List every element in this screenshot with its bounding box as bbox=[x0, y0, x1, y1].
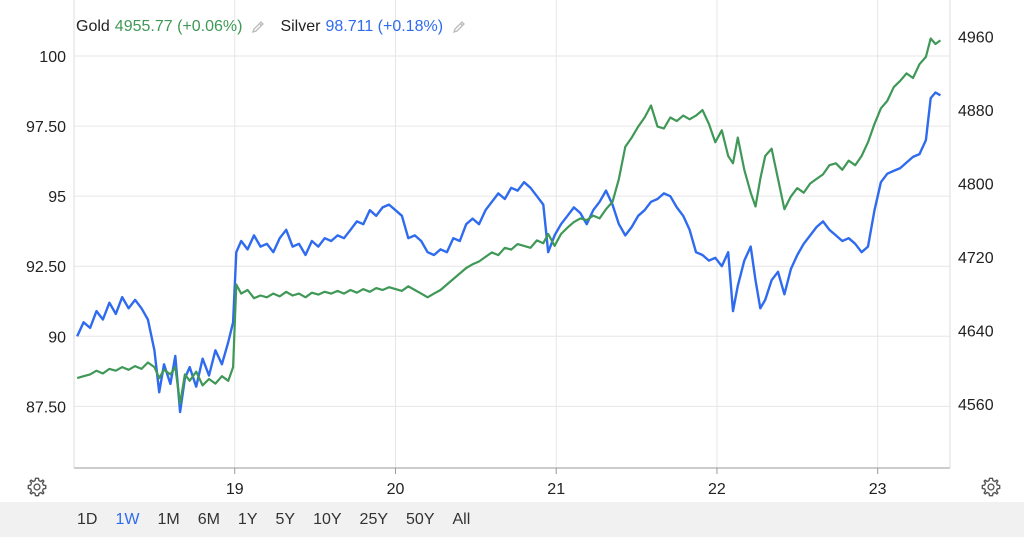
legend-item-gold[interactable]: Gold 4955.77 (+0.06%) bbox=[76, 18, 266, 36]
pencil-icon[interactable] bbox=[250, 19, 266, 35]
pencil-icon[interactable] bbox=[451, 19, 467, 35]
y-left-tick-label: 87.50 bbox=[26, 399, 66, 416]
legend-item-silver[interactable]: Silver 98.711 (+0.18%) bbox=[280, 18, 467, 36]
x-tick-label: 20 bbox=[387, 481, 405, 498]
range-button-5y[interactable]: 5Y bbox=[275, 509, 297, 531]
range-button-50y[interactable]: 50Y bbox=[405, 509, 435, 531]
y-left-tick-label: 100 bbox=[39, 49, 66, 66]
y-right-tick-label: 4560 bbox=[958, 397, 994, 414]
range-button-25y[interactable]: 25Y bbox=[359, 509, 389, 531]
series-lines bbox=[76, 37, 942, 414]
x-tick-label: 21 bbox=[547, 481, 565, 498]
range-button-1m[interactable]: 1M bbox=[156, 509, 180, 531]
range-button-1y[interactable]: 1Y bbox=[237, 509, 259, 531]
chart-axes bbox=[73, 0, 951, 469]
legend-silver-value: 98.711 (+0.18%) bbox=[325, 18, 444, 35]
time-range-bar: 1D 1W 1M 6M 1Y 5Y 10Y 25Y 50Y All bbox=[0, 502, 1024, 537]
legend-silver-name: Silver bbox=[280, 18, 321, 35]
y-right-tick-label: 4800 bbox=[958, 177, 994, 194]
gear-icon[interactable] bbox=[26, 476, 48, 498]
y-right-tick-label: 4640 bbox=[958, 323, 994, 340]
y-left-tick-label: 97.50 bbox=[26, 119, 66, 136]
y-left-tick-label: 90 bbox=[48, 329, 66, 346]
range-button-6m[interactable]: 6M bbox=[197, 509, 221, 531]
x-tick-label: 23 bbox=[869, 481, 887, 498]
gear-icon[interactable] bbox=[980, 476, 1002, 498]
y-axis-left: 100 97.50 95 92.50 90 87.50 bbox=[26, 49, 66, 416]
y-right-tick-label: 4720 bbox=[958, 250, 994, 267]
grid-lines bbox=[74, 0, 950, 468]
y-left-tick-label: 92.50 bbox=[26, 259, 66, 276]
x-tick-label: 22 bbox=[708, 481, 726, 498]
x-tick-label: 19 bbox=[226, 481, 244, 498]
y-right-tick-label: 4880 bbox=[958, 103, 994, 120]
legend: Gold 4955.77 (+0.06%) Silver 98.711 (+0.… bbox=[76, 18, 481, 36]
range-button-1w[interactable]: 1W bbox=[114, 509, 140, 531]
range-button-10y[interactable]: 10Y bbox=[312, 509, 342, 531]
range-button-1d[interactable]: 1D bbox=[76, 509, 98, 531]
legend-gold-name: Gold bbox=[76, 18, 110, 35]
y-axis-right: 4960 4880 4800 4720 4640 4560 bbox=[958, 30, 994, 414]
series-line-silver bbox=[76, 91, 941, 414]
range-button-all[interactable]: All bbox=[451, 509, 471, 531]
x-axis: 19 20 21 22 23 bbox=[226, 468, 887, 498]
y-right-tick-label: 4960 bbox=[958, 30, 994, 47]
series-line-gold bbox=[76, 37, 942, 405]
y-left-tick-label: 95 bbox=[48, 189, 66, 206]
legend-gold-value: 4955.77 (+0.06%) bbox=[114, 18, 243, 35]
